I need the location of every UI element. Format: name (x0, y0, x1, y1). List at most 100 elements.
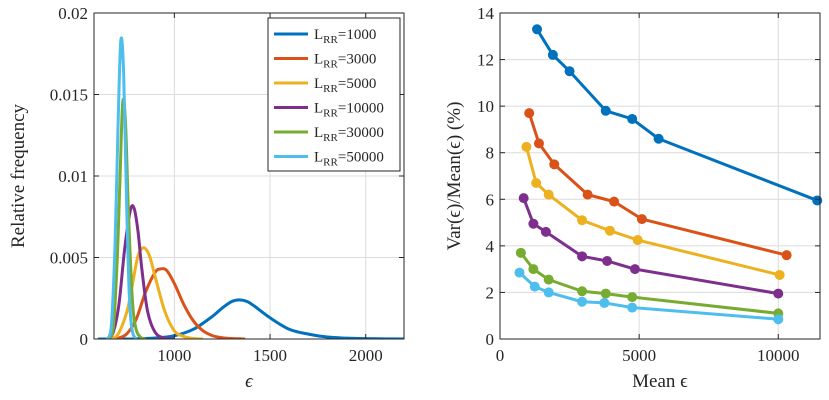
data-point-L_RR=3000 (582, 189, 593, 200)
data-point-L_RR=30000 (515, 247, 526, 258)
y-tick-label: 0.005 (50, 249, 88, 268)
data-point-L_RR=30000 (577, 286, 588, 297)
legend-label-main: L (314, 27, 323, 43)
legend-label-sub: RR (323, 108, 338, 120)
y-tick-label: 12 (477, 51, 494, 70)
legend-label-main: L (314, 125, 323, 141)
y-tick-label: 0.02 (58, 4, 88, 23)
y-tick-label: 8 (486, 144, 495, 163)
legend-label-value: =5000 (338, 76, 376, 92)
legend-label-sub: RR (323, 157, 338, 169)
series-line-L_RR=3000 (107, 267, 246, 339)
legend-entry-L_RR=3000: LRR=3000 (314, 52, 376, 71)
legend-entry-L_RR=10000: LRR=10000 (314, 101, 384, 120)
data-point-L_RR=1000 (564, 66, 575, 77)
left-chart-relative-frequency: 1000 1500 2000 0 0.005 0.01 0.015 0.02 ϵ Relative… (8, 4, 405, 392)
right-chart-var-over-mean: 0 5000 10000 0 2 4 6 8 10 12 14 Mean ϵ Var(ϵ)/Mean(ϵ… (444, 4, 823, 392)
data-point-L_RR=30000 (528, 264, 539, 275)
legend-box (267, 17, 401, 172)
data-point-L_RR=5000 (632, 235, 643, 246)
data-point-L_RR=3000 (524, 108, 535, 119)
data-point-L_RR=10000 (602, 255, 613, 266)
data-point-L_RR=5000 (577, 215, 588, 226)
data-point-L_RR=50000 (529, 281, 540, 292)
data-point-L_RR=30000 (543, 274, 554, 285)
data-point-L_RR=1000 (532, 24, 543, 35)
legend-label-value: =10000 (338, 101, 384, 117)
legend-label-sub: RR (323, 132, 338, 144)
legend-label-main: L (314, 76, 323, 92)
legend-entry-L_RR=50000: LRR=50000 (314, 150, 384, 169)
legend-label-sub: RR (323, 83, 338, 95)
series-line-L_RR=10000 (106, 204, 175, 339)
x-tick-label: 5000 (622, 346, 656, 365)
x-tick-label: 2000 (349, 346, 383, 365)
x-tick-label: 1500 (253, 346, 287, 365)
data-point-L_RR=1000 (627, 113, 638, 124)
legend-label-sub: RR (323, 34, 338, 46)
data-point-L_RR=10000 (540, 226, 551, 237)
y-tick-label: 0.01 (58, 167, 88, 186)
legend-label-value: =50000 (338, 150, 384, 166)
x-axis-label: Mean ϵ (632, 371, 688, 392)
series-line-L_RR=5000 (106, 246, 204, 339)
data-point-L_RR=10000 (629, 264, 640, 275)
data-point-L_RR=50000 (773, 314, 784, 325)
legend-label-value: =1000 (338, 27, 376, 43)
series-line-L_RR=50000 (105, 36, 138, 339)
data-point-L_RR=3000 (636, 214, 647, 225)
y-tick-label: 0 (486, 330, 495, 349)
legend-label-main: L (314, 101, 323, 117)
data-point-L_RR=5000 (543, 189, 554, 200)
data-point-L_RR=1000 (812, 195, 823, 206)
x-tick-label: 0 (496, 346, 505, 365)
y-axis-label: Relative frequency (8, 103, 29, 248)
legend: LRR=1000LRR=3000LRR=5000LRR=10000LRR=300… (267, 17, 401, 172)
data-point-L_RR=3000 (549, 159, 560, 170)
y-tick-label: 4 (486, 237, 495, 256)
legend-label-sub: RR (323, 59, 338, 71)
data-point-L_RR=50000 (577, 296, 588, 307)
series-line-L_RR=1000 (97, 298, 404, 339)
data-point-L_RR=30000 (627, 292, 638, 303)
legend-entry-L_RR=30000: LRR=30000 (314, 125, 384, 144)
data-point-L_RR=5000 (604, 225, 615, 236)
data-point-L_RR=50000 (599, 297, 610, 308)
legend-label-main: L (314, 150, 323, 166)
axes-box (499, 12, 821, 340)
data-point-L_RR=50000 (543, 287, 554, 298)
data-point-L_RR=5000 (521, 141, 532, 152)
data-point-L_RR=1000 (600, 105, 611, 116)
data-point-L_RR=50000 (627, 302, 638, 313)
plot-area (500, 13, 820, 339)
data-point-L_RR=30000 (600, 288, 611, 299)
y-tick-label: 0.015 (50, 86, 88, 105)
y-tick-label: 2 (486, 283, 495, 302)
y-tick-label: 10 (477, 97, 494, 116)
data-point-L_RR=10000 (577, 251, 588, 262)
legend-entry-L_RR=5000: LRR=5000 (314, 76, 376, 95)
legend-entry-L_RR=1000: LRR=1000 (314, 27, 376, 46)
x-axis-label: ϵ (245, 371, 254, 392)
data-point-L_RR=10000 (773, 288, 784, 299)
data-point-L_RR=3000 (781, 250, 792, 261)
data-point-L_RR=1000 (653, 133, 664, 144)
y-tick-label: 6 (486, 190, 495, 209)
x-tick-label: 10000 (757, 346, 800, 365)
legend-label-main: L (314, 52, 323, 68)
data-point-L_RR=10000 (518, 193, 529, 204)
legend-label-value: =30000 (338, 125, 384, 141)
data-point-L_RR=5000 (531, 177, 542, 188)
data-point-L_RR=5000 (774, 269, 785, 280)
data-point-L_RR=1000 (547, 49, 558, 60)
data-point-L_RR=10000 (528, 218, 539, 229)
y-tick-label: 14 (477, 4, 495, 23)
y-axis-label: Var(ϵ)/Mean(ϵ) (%) (444, 102, 465, 251)
data-point-L_RR=3000 (533, 138, 544, 149)
x-tick-label: 1000 (157, 346, 191, 365)
y-tick-label: 0 (80, 330, 89, 349)
data-point-L_RR=3000 (609, 196, 620, 207)
legend-label-value: =3000 (338, 52, 376, 68)
data-point-L_RR=50000 (514, 267, 525, 278)
